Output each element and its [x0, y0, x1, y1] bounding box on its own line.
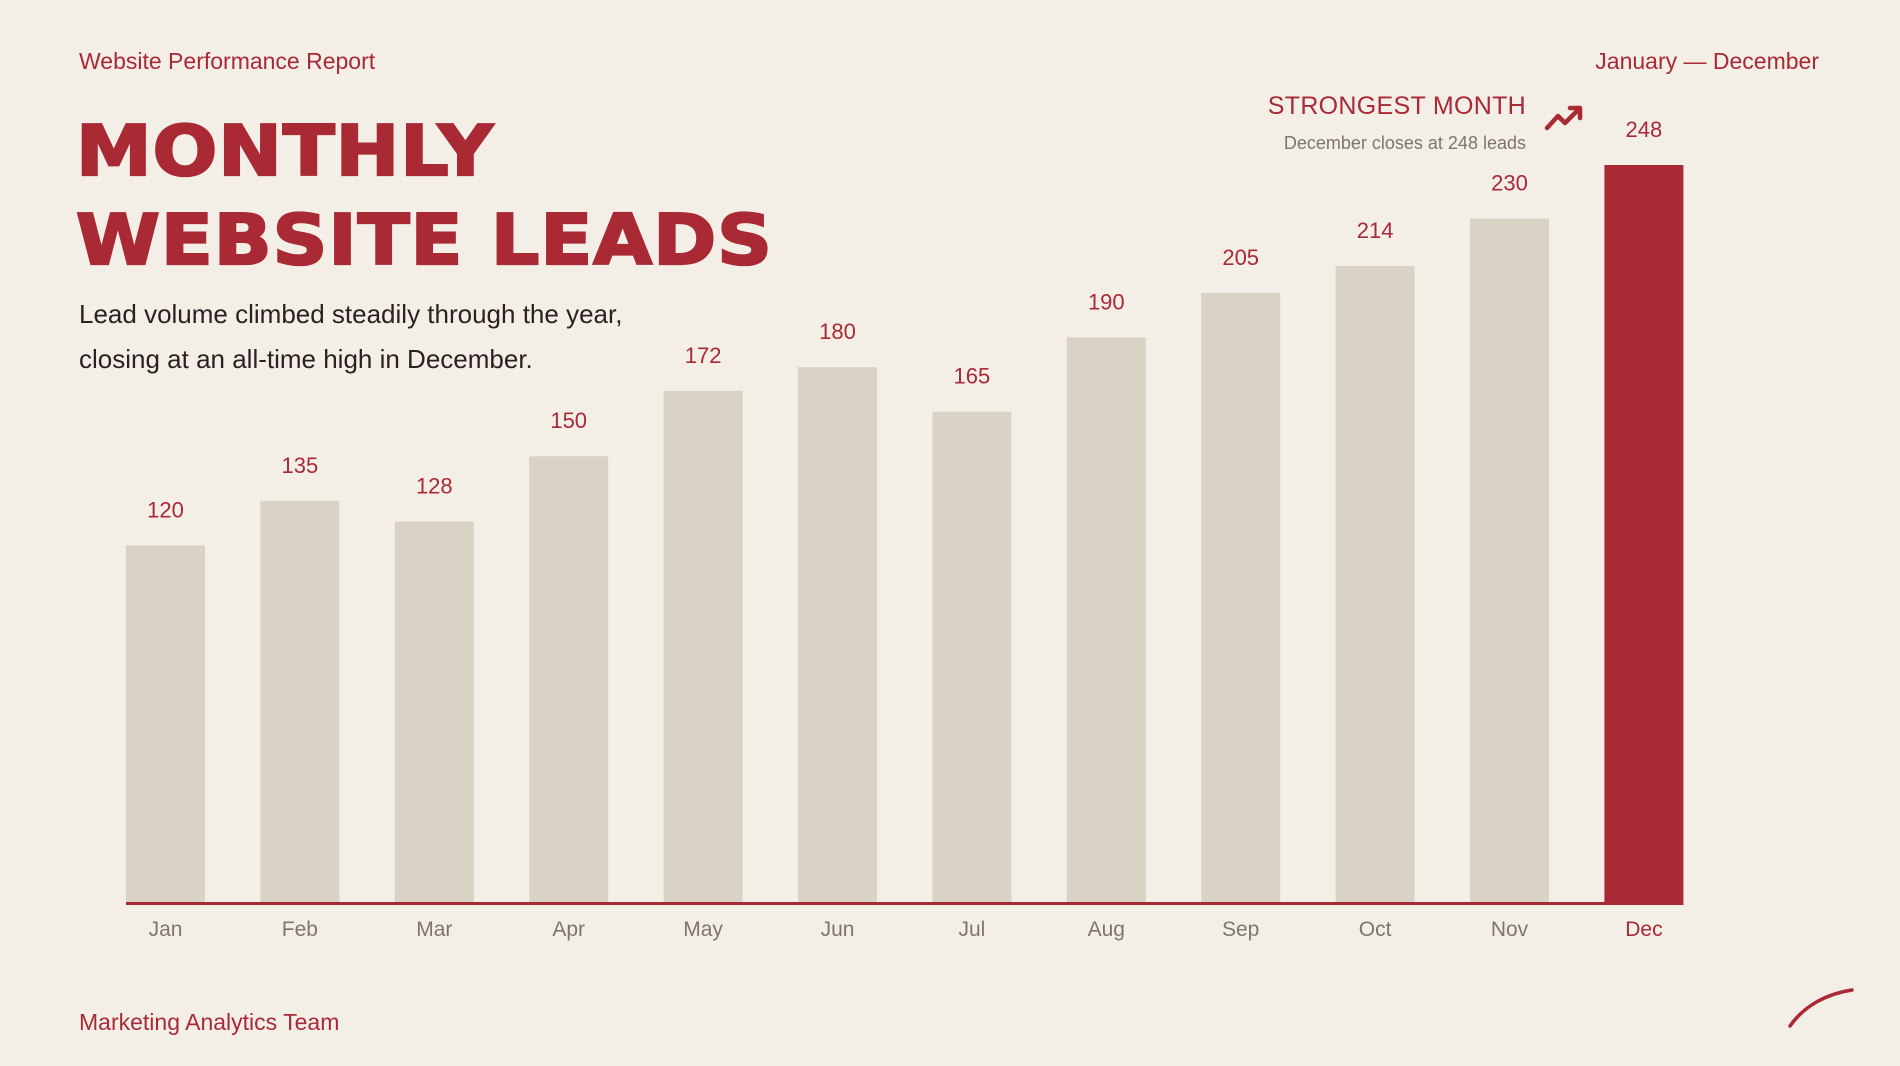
trending-up-icon: [1544, 105, 1583, 131]
x-tick-label-nov: Nov: [1491, 918, 1529, 941]
x-tick-label-oct: Oct: [1359, 918, 1392, 941]
callout-subtitle: December closes at 248 leads: [1283, 133, 1526, 153]
data-label-mar: 128: [416, 474, 453, 499]
x-tick-label-jan: Jan: [149, 918, 183, 941]
bar-mar: [394, 521, 474, 902]
data-label-may: 172: [685, 343, 722, 368]
data-label-jul: 165: [954, 364, 991, 389]
bar-nov: [1470, 218, 1549, 902]
page-title: MONTHLY WEBSITE LEADS: [75, 106, 773, 284]
bar-oct: [1335, 266, 1415, 903]
bar-apr: [529, 456, 609, 902]
bar-aug: [1066, 337, 1146, 902]
page-title-line-2: WEBSITE LEADS: [75, 198, 773, 282]
page-title-line-1: MONTHLY: [75, 109, 494, 193]
bar-jan: [126, 545, 205, 902]
data-label-aug: 190: [1088, 289, 1125, 314]
report-title: Website Performance Report: [79, 48, 376, 74]
x-tick-label-jun: Jun: [821, 918, 855, 941]
report-period: January — December: [1595, 48, 1819, 74]
x-tick-label-may: May: [683, 918, 723, 941]
bar-may: [663, 390, 743, 902]
subtitle-line-1: Lead volume climbed steadily through the…: [79, 299, 623, 329]
bar-jun: [798, 367, 877, 902]
x-tick-label-sep: Sep: [1222, 918, 1259, 941]
data-label-feb: 135: [282, 453, 319, 478]
data-label-apr: 150: [550, 408, 587, 433]
data-label-sep: 205: [1222, 245, 1259, 270]
x-tick-label-feb: Feb: [282, 918, 318, 941]
team-name: Marketing Analytics Team: [79, 1009, 340, 1035]
subtitle-line-2: closing at an all-time high in December.: [79, 344, 533, 374]
data-label-oct: 214: [1357, 218, 1394, 243]
bar-jul: [932, 411, 1012, 902]
chart-subtitle: Lead volume climbed steadily through the…: [79, 292, 719, 382]
callout-title: STRONGEST MONTH: [1267, 92, 1526, 120]
swoosh-icon: [1788, 988, 1854, 1028]
data-label-jun: 180: [819, 319, 856, 344]
data-label-nov: 230: [1491, 170, 1528, 195]
data-label-dec: 248: [1626, 117, 1663, 142]
data-label-jan: 120: [147, 497, 184, 522]
x-tick-label-aug: Aug: [1088, 918, 1125, 941]
bar-sep: [1201, 292, 1281, 903]
bar-feb: [260, 500, 340, 902]
x-tick-label-jul: Jul: [958, 918, 985, 941]
x-tick-label-mar: Mar: [416, 918, 452, 941]
x-tick-label-apr: Apr: [552, 918, 585, 941]
bar-dec: [1604, 165, 1684, 902]
x-tick-label-dec: Dec: [1625, 918, 1662, 941]
